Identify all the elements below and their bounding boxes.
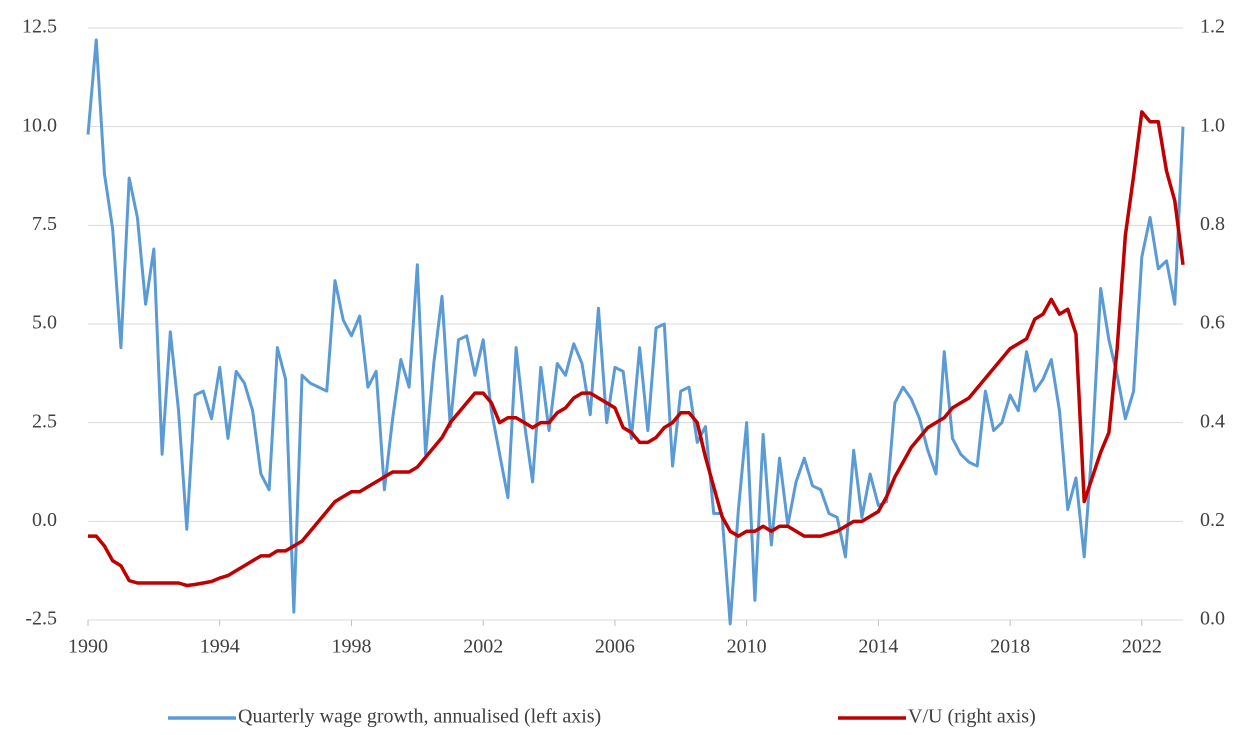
y2-tick-label: 1.2 [1200,16,1225,38]
y-tick-label: 10.0 [22,114,57,136]
y2-tick-label: 0.0 [1200,608,1225,630]
x-tick-label: 1990 [68,636,108,658]
y-tick-label: 0.0 [32,509,57,531]
legend-label: V/U (right axis) [908,706,1036,728]
y-tick-label: 2.5 [32,410,57,432]
y2-tick-label: 0.8 [1200,213,1225,235]
y-tick-label: 5.0 [32,312,57,334]
y2-tick-label: 0.2 [1200,509,1225,531]
x-tick-label: 2002 [463,636,503,658]
x-tick-label: 2022 [1122,636,1162,658]
y-tick-label: 7.5 [32,213,57,235]
y2-tick-label: 0.6 [1200,312,1225,334]
y-tick-label: 12.5 [22,16,57,38]
x-tick-label: 1998 [331,636,371,658]
x-tick-label: 2006 [595,636,635,658]
x-tick-label: 2010 [727,636,767,658]
y-tick-label: -2.5 [25,608,57,630]
x-tick-label: 2014 [858,636,898,658]
series-line [88,110,1185,588]
y2-tick-label: 0.4 [1200,410,1225,432]
x-tick-label: 2018 [990,636,1030,658]
x-tick-label: 1994 [200,636,240,658]
legend-label: Quarterly wage growth, annualised (left … [238,706,601,728]
series-line [86,38,1185,626]
y2-tick-label: 1.0 [1200,114,1225,136]
